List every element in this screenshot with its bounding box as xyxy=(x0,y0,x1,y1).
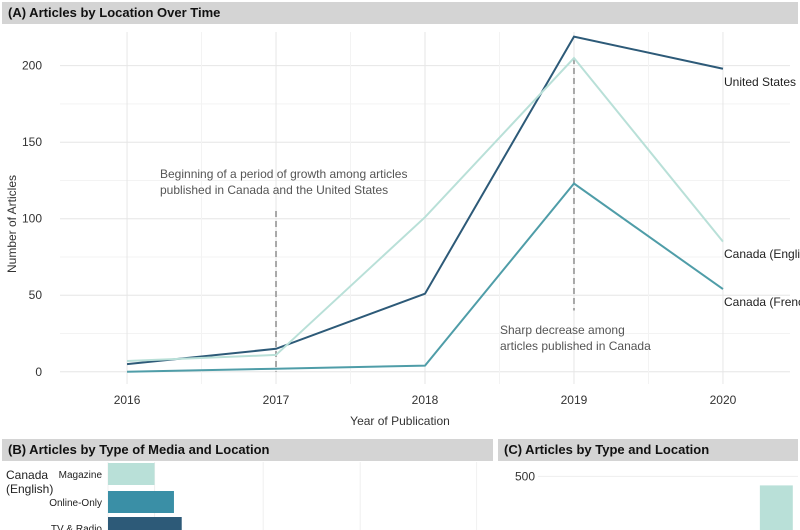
annotations: Beginning of a period of growth among ar… xyxy=(160,58,651,372)
group-label-line-1: Canada xyxy=(6,468,48,482)
bar-category-label: TV & Radio xyxy=(51,524,103,530)
bar-chart-type-location: 500 xyxy=(515,469,798,530)
series-lines xyxy=(126,35,724,373)
bars-c xyxy=(759,485,793,530)
annotation-text-decrease: Sharp decrease among xyxy=(500,323,625,337)
annotation-text-growth: published in Canada and the United State… xyxy=(160,183,388,197)
annotation-text-growth: Beginning of a period of growth among ar… xyxy=(160,167,407,181)
x-tick-label: 2016 xyxy=(114,393,141,407)
x-axis-label: Year of Publication xyxy=(350,414,450,428)
bars-b: Magazine Online-Only TV & Radio xyxy=(49,463,182,530)
bar-category-label: Online-Only xyxy=(49,498,102,509)
y-tick-label: 200 xyxy=(22,59,42,73)
y-axis-ticks: 0 50 100 150 200 xyxy=(22,59,42,379)
x-axis-ticks: 2016 2017 2018 2019 2020 xyxy=(114,393,737,407)
series-label: Canada (English) xyxy=(724,247,800,261)
y-tick-label: 0 xyxy=(35,365,42,379)
series-labels: United States Canada (English) Canada (Fre… xyxy=(724,75,800,309)
line-chart-articles-over-time: 0 50 100 150 200 2016 2017 2018 2019 2020 Beginn… xyxy=(5,32,800,428)
panel-c-header: (C) Articles by Type and Location xyxy=(498,439,798,461)
panel-b-header: (B) Articles by Type of Media and Locati… xyxy=(2,439,493,461)
x-tick-label: 2019 xyxy=(561,393,588,407)
bar xyxy=(759,485,793,530)
grid-a xyxy=(60,32,790,384)
bar-chart-media-type: Canada (English) Magazine Online-Only TV &… xyxy=(6,462,478,530)
y-tick-label: 50 xyxy=(29,288,43,302)
x-tick-label: 2018 xyxy=(412,393,439,407)
panel-b-title: (B) Articles by Type of Media and Locati… xyxy=(8,442,270,457)
series-line-canada-french- xyxy=(127,182,724,373)
y-axis-ticks-c: 500 xyxy=(515,469,535,483)
panel-a-title: (A) Articles by Location Over Time xyxy=(8,5,221,20)
series-line-canada-english- xyxy=(126,56,724,363)
x-tick-label: 2017 xyxy=(263,393,290,407)
y-tick-label: 100 xyxy=(22,212,42,226)
y-tick-label: 150 xyxy=(22,135,42,149)
bar-category-label: Magazine xyxy=(59,470,103,481)
bar xyxy=(108,517,182,530)
y-axis-label: Number of Articles xyxy=(5,175,19,273)
bar xyxy=(108,491,174,513)
series-line-united-states xyxy=(126,35,724,366)
y-tick-label: 500 xyxy=(515,469,535,483)
panel-a-header: (A) Articles by Location Over Time xyxy=(2,2,798,24)
annotation-text-decrease: articles published in Canada xyxy=(500,339,651,353)
bar xyxy=(108,463,155,485)
group-label-line-2: (English) xyxy=(6,482,53,496)
series-label: Canada (French) xyxy=(724,295,800,309)
panel-c-title: (C) Articles by Type and Location xyxy=(504,442,710,457)
series-label: United States xyxy=(724,75,796,89)
x-tick-label: 2020 xyxy=(710,393,737,407)
